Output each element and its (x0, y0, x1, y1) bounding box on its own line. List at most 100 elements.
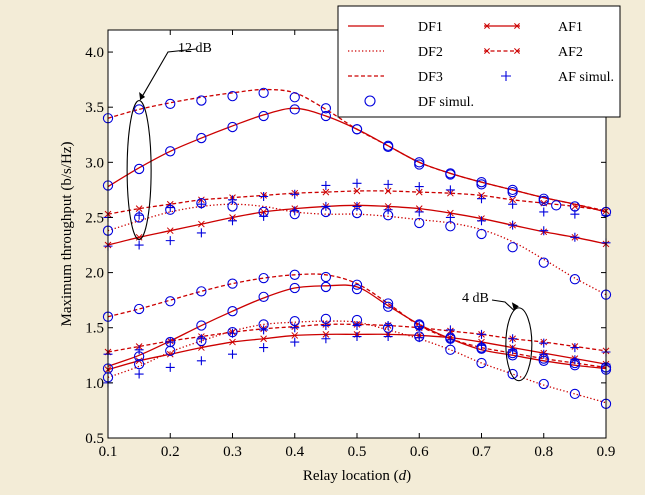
af-simul-point (290, 323, 300, 333)
x-tick-label: 0.1 (99, 444, 118, 460)
series-af1-x-marker (166, 350, 174, 358)
af-simul-point (508, 199, 518, 209)
series-af1-x-marker (198, 220, 205, 228)
df-simul-point (289, 104, 300, 115)
df-simul-point (289, 269, 300, 280)
df-simul-point (538, 257, 549, 268)
annotation-leader-12db (139, 48, 197, 101)
series-af1-x-marker (291, 332, 299, 339)
df-simul-point (289, 282, 300, 294)
af-simul-point (196, 356, 206, 366)
df-simul-point (258, 291, 269, 303)
af-simul-point (228, 216, 237, 226)
x-axis-label-variable: d (399, 468, 407, 484)
af-simul-point (321, 321, 331, 331)
legend-af-simul-label: AF simul. (558, 70, 614, 85)
x-axis-label-prefix: Relay location ( (303, 468, 399, 484)
df-simul-point (320, 103, 332, 114)
df-simul-point (538, 195, 549, 207)
y-tick-label: 2.5 (85, 210, 104, 226)
annotation-ellipse-4db (505, 307, 533, 382)
legend: DF1 AF1 DF2 AF2 DF3 AF simul. DF simul. (337, 5, 621, 118)
af-simul-point (539, 226, 549, 236)
legend-af2-swatch-x (484, 48, 490, 54)
af-simul-point (352, 332, 362, 342)
x-tick-label: 0.5 (348, 444, 367, 460)
series-af1-x-marker (166, 227, 174, 235)
df-simul-point (569, 274, 581, 285)
af-simul-point (134, 240, 144, 250)
series-af2-x-marker (384, 187, 392, 195)
df-simul-point (196, 286, 207, 297)
x-tick-label: 0.9 (597, 444, 616, 460)
legend-af1-label: AF1 (558, 20, 583, 35)
df-simul-point (165, 98, 176, 110)
af-simul-point (414, 322, 424, 332)
af-simul-point (259, 343, 269, 353)
af-simul-point (508, 345, 518, 355)
df-simul-point (227, 278, 238, 289)
df-simul-point (227, 121, 238, 133)
df-simul-point (476, 228, 487, 240)
af-simul-point (383, 179, 393, 189)
df-simul-point (382, 301, 394, 312)
df-simul-point (476, 179, 487, 190)
df-simul-point (196, 95, 207, 106)
af-simul-point (321, 201, 331, 211)
df-simul-point (445, 169, 456, 180)
df-simul-point (538, 378, 549, 390)
df-simul-point (196, 320, 207, 331)
af-simul-point (414, 333, 424, 343)
af-simul-point (259, 325, 269, 335)
legend-df3-label: DF3 (418, 70, 443, 85)
af-simul-point (352, 321, 362, 331)
tick-labels: 0.1 0.2 0.3 0.4 0.5 0.6 0.7 0.8 0.9 0.5 1.0 1.5 2.0 2… (85, 45, 615, 460)
df-simul-point (351, 279, 363, 290)
af-simul-point (477, 194, 486, 204)
legend-af2-swatch-x (514, 48, 520, 54)
series-af2-x-marker (571, 203, 579, 210)
x-tick-label: 0.4 (285, 444, 304, 460)
df-simul-point (289, 92, 300, 103)
af-simul-point (414, 207, 424, 217)
legend-af2-label: AF2 (558, 45, 583, 60)
df-simul-point (476, 357, 487, 369)
af-simul-point (539, 338, 549, 348)
af-simul-point (570, 343, 580, 353)
af-simul-point (196, 199, 206, 209)
af-simul-point (414, 182, 424, 192)
x-axis-label-suffix: ) (406, 468, 411, 484)
series-af1-x-marker (260, 335, 267, 343)
y-tick-label: 3.5 (85, 100, 104, 116)
af-simul-point (570, 232, 580, 242)
af-simul-point (228, 328, 237, 338)
af-simul-point (539, 207, 549, 217)
df-simul-point (227, 306, 238, 317)
df-simul-point (133, 163, 145, 175)
legend-af1-swatch-x (484, 23, 490, 29)
legend-af1-swatch-x (514, 23, 520, 29)
y-tick-label: 4.0 (85, 45, 104, 61)
df-simul-point (196, 132, 207, 144)
af-simul-point (228, 195, 237, 205)
series-df1-4db-line (107, 284, 607, 370)
df-simul-point (133, 358, 145, 370)
annotation-leader-4db (491, 299, 515, 311)
af-simul-point (445, 335, 455, 345)
df-simul-point (382, 298, 394, 309)
legend-af-simul-swatch (501, 71, 511, 81)
series-df3-12db-line (107, 88, 607, 212)
af-simul-point (259, 192, 269, 202)
y-tick-label: 1.5 (85, 321, 104, 337)
af-simul-point (352, 201, 362, 211)
df-simul-point (382, 141, 394, 153)
af-simul-point (259, 211, 269, 221)
af-simul-point (508, 334, 518, 344)
series-af2-x-marker (322, 188, 330, 196)
df-simul-point (551, 200, 562, 211)
df-simul-point (507, 242, 518, 253)
df-simul-point (165, 146, 176, 157)
df-simul-point (320, 271, 332, 283)
y-tick-label: 0.5 (85, 431, 104, 447)
af-simul-point (445, 185, 455, 195)
